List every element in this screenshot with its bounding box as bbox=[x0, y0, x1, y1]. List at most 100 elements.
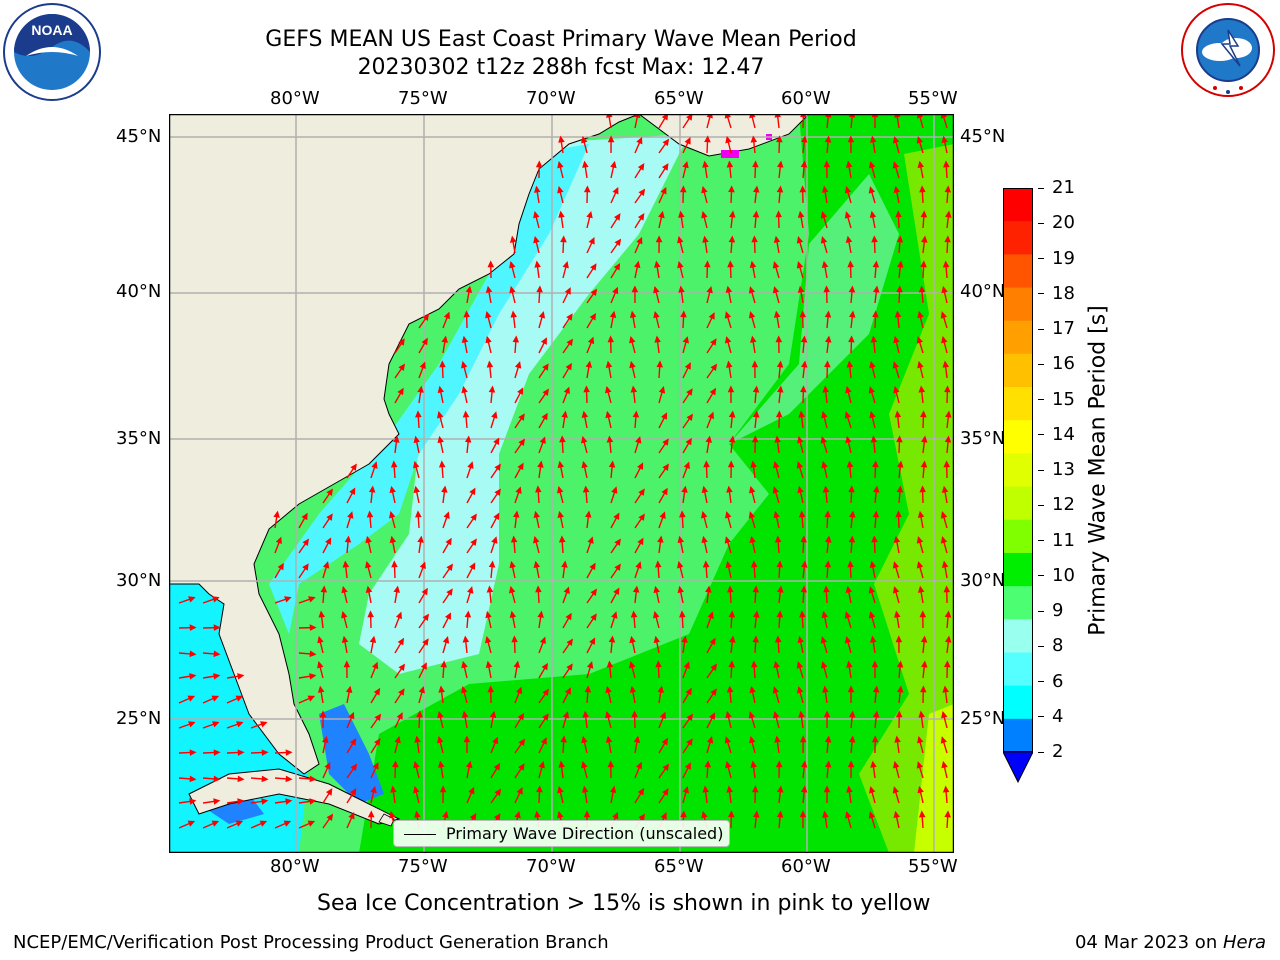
wave-direction-arrow-head bbox=[775, 410, 783, 418]
wave-direction-arrow-head bbox=[800, 385, 807, 393]
footer-date: 04 Mar 2023 on Hera bbox=[1075, 932, 1266, 953]
wave-direction-arrow-head bbox=[325, 788, 333, 796]
wave-direction-arrow-head bbox=[345, 685, 353, 693]
wave-direction-arrow-head bbox=[896, 235, 904, 243]
wave-direction-arrow-head bbox=[773, 235, 781, 243]
wave-direction-arrow-head bbox=[749, 735, 756, 744]
wave-direction-arrow-head bbox=[557, 160, 564, 169]
wave-direction-arrow-head bbox=[464, 435, 472, 443]
wave-direction-arrow-head bbox=[628, 660, 636, 669]
wave-direction-arrow-head bbox=[421, 337, 428, 346]
wave-direction-arrow-head bbox=[701, 210, 708, 219]
wave-direction-arrow-head bbox=[566, 313, 573, 321]
wave-direction-arrow-head bbox=[896, 685, 904, 693]
colorbar-segment bbox=[1003, 619, 1033, 653]
wave-direction-arrow-head bbox=[440, 660, 447, 668]
wave-direction-arrow-head bbox=[562, 260, 569, 269]
wave-direction-arrow-head bbox=[309, 775, 317, 783]
wave-direction-arrow-head bbox=[799, 810, 807, 818]
wave-direction-arrow-head bbox=[589, 312, 597, 321]
wave-direction-arrow-head bbox=[653, 310, 660, 319]
wave-direction-arrow-head bbox=[563, 586, 570, 594]
wave-direction-arrow-head bbox=[189, 749, 197, 756]
wave-direction-arrow-head bbox=[846, 785, 853, 793]
wave-direction-arrow-head bbox=[318, 610, 325, 618]
wave-direction-arrow-head bbox=[419, 561, 426, 570]
wave-direction-arrow-head bbox=[533, 185, 541, 193]
wave-direction-arrow-head bbox=[365, 535, 372, 544]
wave-direction-arrow-head bbox=[658, 210, 665, 219]
wave-direction-arrow-head bbox=[654, 260, 661, 268]
noaa-logo-text: NOAA bbox=[31, 22, 72, 38]
wave-direction-arrow-head bbox=[637, 213, 645, 221]
wave-direction-arrow-head bbox=[559, 435, 566, 443]
colorbar-segment bbox=[1003, 353, 1033, 388]
wave-direction-arrow-head bbox=[750, 135, 758, 143]
wave-direction-arrow-head bbox=[655, 235, 663, 243]
wave-direction-arrow-head bbox=[823, 160, 831, 168]
wave-direction-arrow-head bbox=[752, 410, 760, 418]
wave-direction-arrow-head bbox=[892, 586, 900, 594]
wave-direction-arrow-head bbox=[308, 596, 316, 603]
wave-direction-arrow-head bbox=[275, 536, 282, 545]
wave-direction-arrow-head bbox=[750, 460, 757, 468]
wave-direction-arrow-head bbox=[373, 687, 381, 696]
wave-direction-arrow-head bbox=[844, 636, 852, 644]
wave-direction-arrow-head bbox=[654, 335, 661, 343]
wave-direction-arrow-head bbox=[824, 760, 832, 768]
wave-direction-arrow-head bbox=[918, 385, 926, 393]
wave-direction-arrow-head bbox=[917, 360, 924, 369]
wave-direction-arrow-head bbox=[533, 560, 541, 569]
wave-direction-arrow-head bbox=[916, 336, 923, 344]
wave-direction-arrow-head bbox=[636, 136, 643, 145]
wave-direction-arrow-head bbox=[213, 673, 221, 680]
wave-direction-arrow-head bbox=[538, 311, 546, 319]
wave-direction-arrow-head bbox=[614, 538, 621, 546]
wave-direction-arrow-head bbox=[585, 360, 593, 368]
wave-direction-arrow-head bbox=[824, 510, 831, 518]
wave-direction-arrow-head bbox=[916, 536, 924, 544]
wave-direction-arrow-head bbox=[326, 513, 333, 521]
wave-direction-arrow-head bbox=[893, 385, 900, 394]
wave-direction-arrow-head bbox=[776, 785, 784, 793]
wave-direction-arrow-head bbox=[590, 613, 597, 621]
wave-direction-arrow-head bbox=[307, 695, 316, 702]
wave-direction-arrow-head bbox=[465, 285, 473, 293]
wave-direction-arrow-head bbox=[773, 510, 780, 519]
wave-direction-arrow-head bbox=[560, 735, 567, 743]
wave-direction-arrow-head bbox=[485, 610, 492, 619]
wave-direction-arrow-head bbox=[773, 460, 780, 469]
wave-direction-arrow-head bbox=[894, 735, 901, 743]
wave-direction-arrow-head bbox=[461, 385, 468, 394]
wave-direction-arrow-head bbox=[686, 713, 694, 722]
wave-direction-arrow-head bbox=[489, 710, 497, 718]
wave-direction-arrow-head bbox=[824, 135, 832, 143]
wave-direction-arrow-head bbox=[845, 235, 853, 243]
wave-direction-arrow-head bbox=[820, 211, 828, 219]
wave-direction-arrow-head bbox=[261, 775, 269, 783]
wave-direction-arrow-head bbox=[443, 511, 450, 519]
wave-direction-arrow-head bbox=[918, 710, 925, 718]
wave-direction-arrow-head bbox=[580, 435, 588, 444]
wave-direction-arrow-head bbox=[347, 511, 354, 519]
wave-direction-arrow-head bbox=[920, 210, 928, 218]
wave-direction-arrow-head bbox=[685, 437, 692, 446]
wave-direction-arrow-head bbox=[422, 613, 430, 622]
wave-direction-arrow-head bbox=[581, 135, 588, 144]
wave-direction-arrow-head bbox=[921, 660, 928, 668]
wave-direction-arrow-head bbox=[325, 537, 332, 545]
wave-direction-arrow-head bbox=[729, 635, 736, 643]
wave-direction-arrow-head bbox=[727, 385, 735, 393]
wave-direction-arrow-head bbox=[636, 236, 643, 245]
wave-direction-arrow-head bbox=[702, 235, 709, 243]
wave-direction-arrow-head bbox=[942, 685, 950, 693]
wave-direction-arrow-head bbox=[725, 360, 733, 368]
wave-direction-arrow-head bbox=[868, 586, 876, 594]
wave-direction-arrow-head bbox=[659, 511, 666, 519]
wave-direction-arrow-head bbox=[844, 611, 852, 619]
wave-direction-arrow-head bbox=[469, 813, 477, 821]
wave-direction-arrow-head bbox=[919, 685, 927, 693]
colorbar-segment bbox=[1003, 221, 1033, 255]
wave-direction-arrow-head bbox=[510, 535, 518, 543]
wave-direction-arrow-head bbox=[461, 660, 468, 669]
